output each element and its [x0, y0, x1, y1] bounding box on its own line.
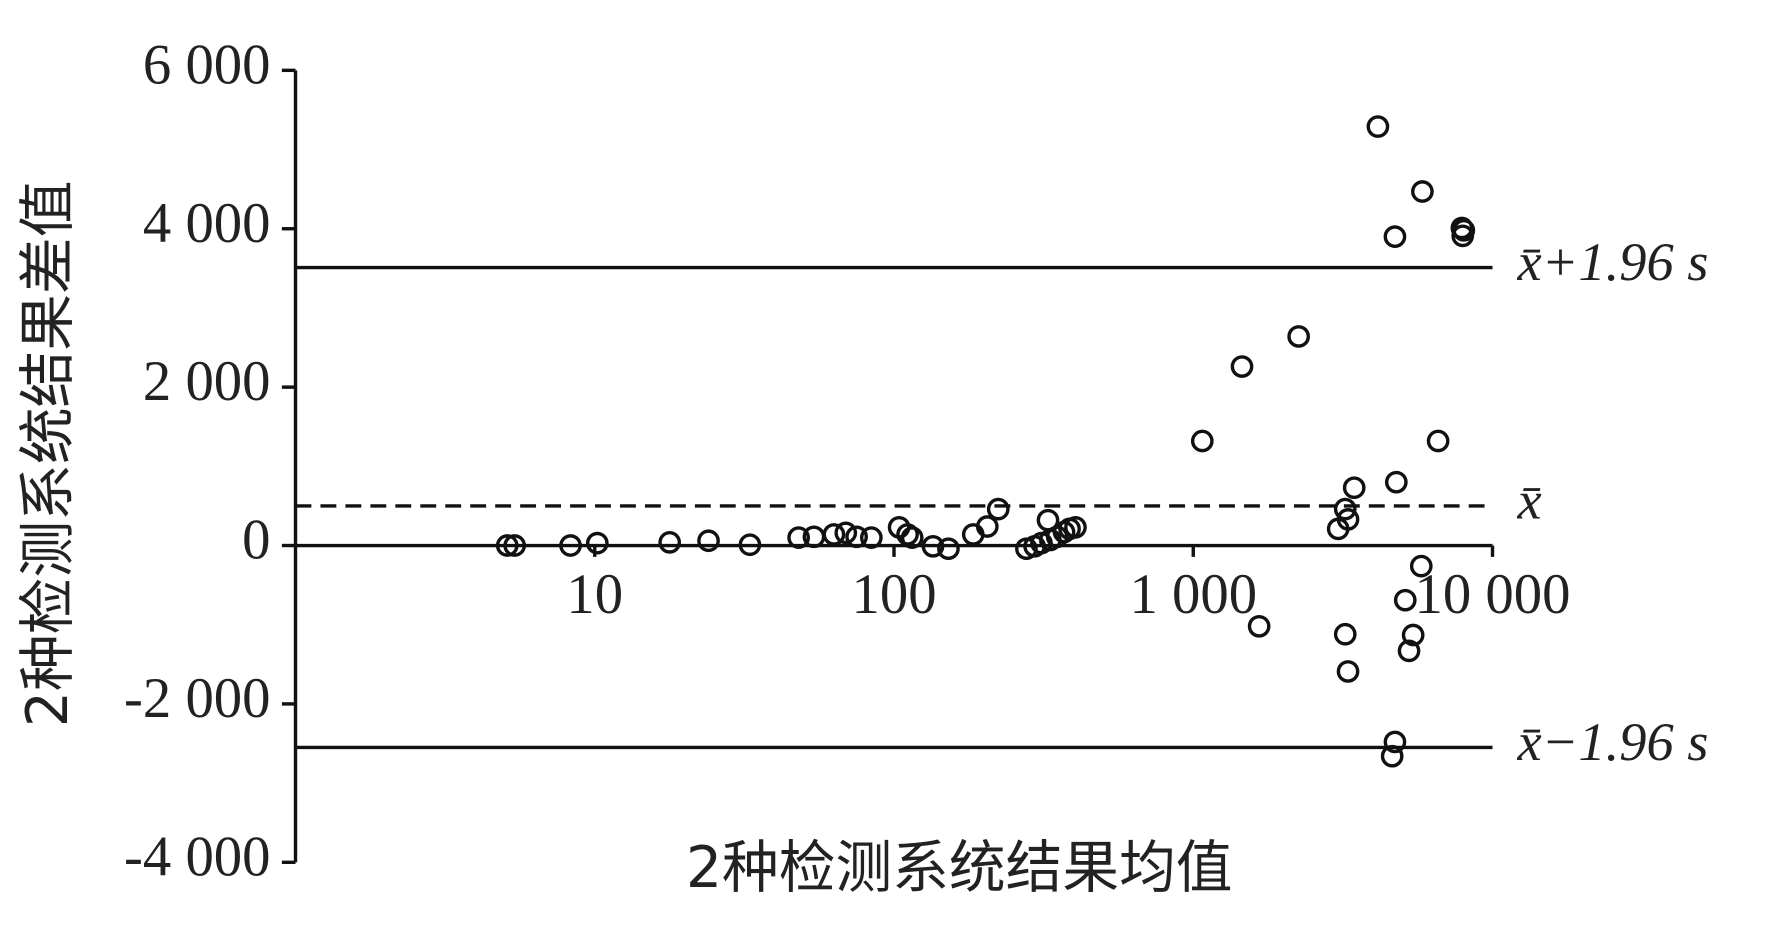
- y-tick-label: -2 000: [124, 667, 271, 730]
- reference-label: x̄+1.96 s: [1516, 231, 1708, 292]
- data-point: [1380, 744, 1404, 768]
- y-tick-label: 2 000: [143, 350, 271, 413]
- data-point: [1383, 730, 1407, 754]
- x-tick-label: 100: [851, 563, 936, 626]
- data-point: [1333, 497, 1357, 521]
- y-tick-label: 0: [242, 509, 270, 572]
- data-point: [1401, 623, 1425, 647]
- reference-label: x̄−1.96 s: [1516, 711, 1708, 772]
- data-point: [1409, 554, 1433, 578]
- data-point: [834, 521, 858, 545]
- x-tick-label: 1 000: [1129, 563, 1257, 626]
- data-point: [1384, 470, 1408, 494]
- data-point: [1366, 115, 1390, 138]
- data-point: [896, 523, 919, 546]
- data-point: [738, 533, 762, 557]
- data-point: [1247, 614, 1271, 638]
- data-point: [1064, 515, 1087, 539]
- data-point: [1336, 508, 1360, 531]
- data-point: [1230, 355, 1254, 378]
- data-point: [1336, 660, 1360, 683]
- data-point: [1393, 588, 1417, 612]
- data-point: [787, 526, 810, 549]
- data-point: [559, 534, 582, 557]
- y-tick-label: 4 000: [143, 192, 271, 255]
- y-tick-label: -4 000: [124, 825, 271, 888]
- data-point: [937, 537, 960, 561]
- data-point: [1333, 622, 1357, 646]
- data-point: [1287, 325, 1311, 348]
- reference-label: x̄: [1516, 469, 1541, 530]
- data-point: [495, 534, 519, 557]
- data-point: [822, 523, 846, 546]
- data-point: [860, 526, 883, 549]
- data-point: [1190, 429, 1214, 453]
- data-point: [845, 525, 868, 549]
- x-tick-label: 10 000: [1415, 563, 1571, 626]
- data-point: [697, 529, 720, 553]
- data-point: [986, 497, 1010, 521]
- data-point: [1452, 218, 1476, 242]
- data-point: [1383, 225, 1407, 249]
- data-point: [585, 531, 609, 555]
- x-axis-label: 2种检测系统结果均值: [686, 835, 1233, 901]
- y-tick-label: 6 000: [143, 33, 271, 96]
- y-axis-label: 2种检测系统结果差值: [15, 181, 81, 728]
- data-point: [1426, 429, 1450, 453]
- x-tick-label: 10: [566, 563, 623, 626]
- data-point: [1397, 639, 1421, 663]
- data-point: [921, 534, 945, 558]
- data-point: [900, 526, 924, 549]
- data-point: [975, 515, 999, 538]
- data-point: [503, 534, 527, 557]
- data-point: [1411, 180, 1434, 203]
- data-point: [658, 531, 682, 554]
- data-point: [1342, 476, 1366, 500]
